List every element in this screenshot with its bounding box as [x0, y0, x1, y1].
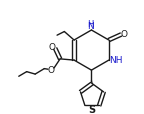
Text: N: N — [87, 22, 94, 31]
Text: O: O — [49, 43, 56, 52]
Text: O: O — [48, 65, 54, 74]
Text: S: S — [89, 104, 96, 114]
Text: O: O — [121, 30, 128, 39]
Text: NH: NH — [109, 56, 122, 64]
Text: H: H — [87, 20, 93, 29]
